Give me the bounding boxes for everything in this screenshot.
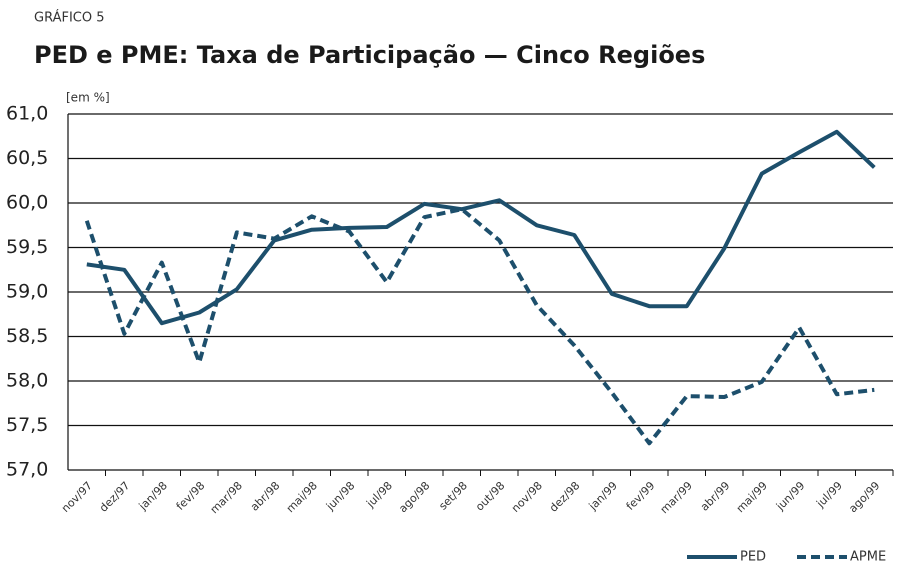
y-tick-label: 60,0	[6, 192, 48, 214]
y-tick-label: 58,5	[6, 325, 48, 347]
legend-label: PED	[740, 550, 766, 565]
series-line	[86, 129, 876, 326]
x-tick-label: out/98	[473, 479, 507, 513]
x-tick-label: abr/98	[248, 479, 283, 514]
y-tick-label: 59,5	[6, 236, 48, 258]
y-tick-label: 60,5	[6, 147, 48, 169]
series-line	[84, 207, 875, 446]
x-tick-label: dez/97	[97, 479, 133, 515]
x-tick-label: jan/98	[136, 479, 170, 513]
x-tick-label: jan/99	[586, 479, 620, 513]
y-tick-label: 57,5	[6, 414, 48, 436]
x-tick-label: mai/98	[284, 479, 320, 515]
x-tick-label: jul/98	[363, 479, 395, 511]
y-axis-label: [em %]	[66, 91, 110, 105]
x-tick-label: jun/99	[773, 479, 807, 513]
x-tick-label: set/98	[436, 479, 470, 513]
x-tick-label: abr/99	[698, 479, 733, 514]
chart-title: PED e PME: Taxa de Participação — Cinco …	[34, 41, 705, 69]
x-tick-label: jun/98	[323, 479, 357, 513]
legend-label: APME	[850, 550, 886, 565]
x-tick-label: fev/98	[174, 479, 208, 513]
x-tick-label: nov/98	[509, 479, 545, 515]
x-tick-label: fev/99	[624, 479, 658, 513]
x-tick-label: mar/99	[658, 479, 695, 516]
x-tick-label: jul/99	[813, 479, 845, 511]
y-tick-label: 61,0	[6, 103, 48, 125]
y-tick-label: 57,0	[6, 459, 48, 481]
x-tick-label: ago/99	[846, 479, 882, 515]
x-tick-label: mai/99	[734, 479, 770, 515]
x-tick-label: nov/97	[59, 479, 95, 515]
x-tick-label: mar/98	[208, 479, 245, 516]
x-tick-label: ago/98	[396, 479, 432, 515]
chart-kicker: GRÁFICO 5	[34, 10, 105, 26]
y-tick-label: 59,0	[6, 281, 48, 303]
x-tick-label: dez/98	[547, 479, 583, 515]
y-tick-label: 58,0	[6, 370, 48, 392]
